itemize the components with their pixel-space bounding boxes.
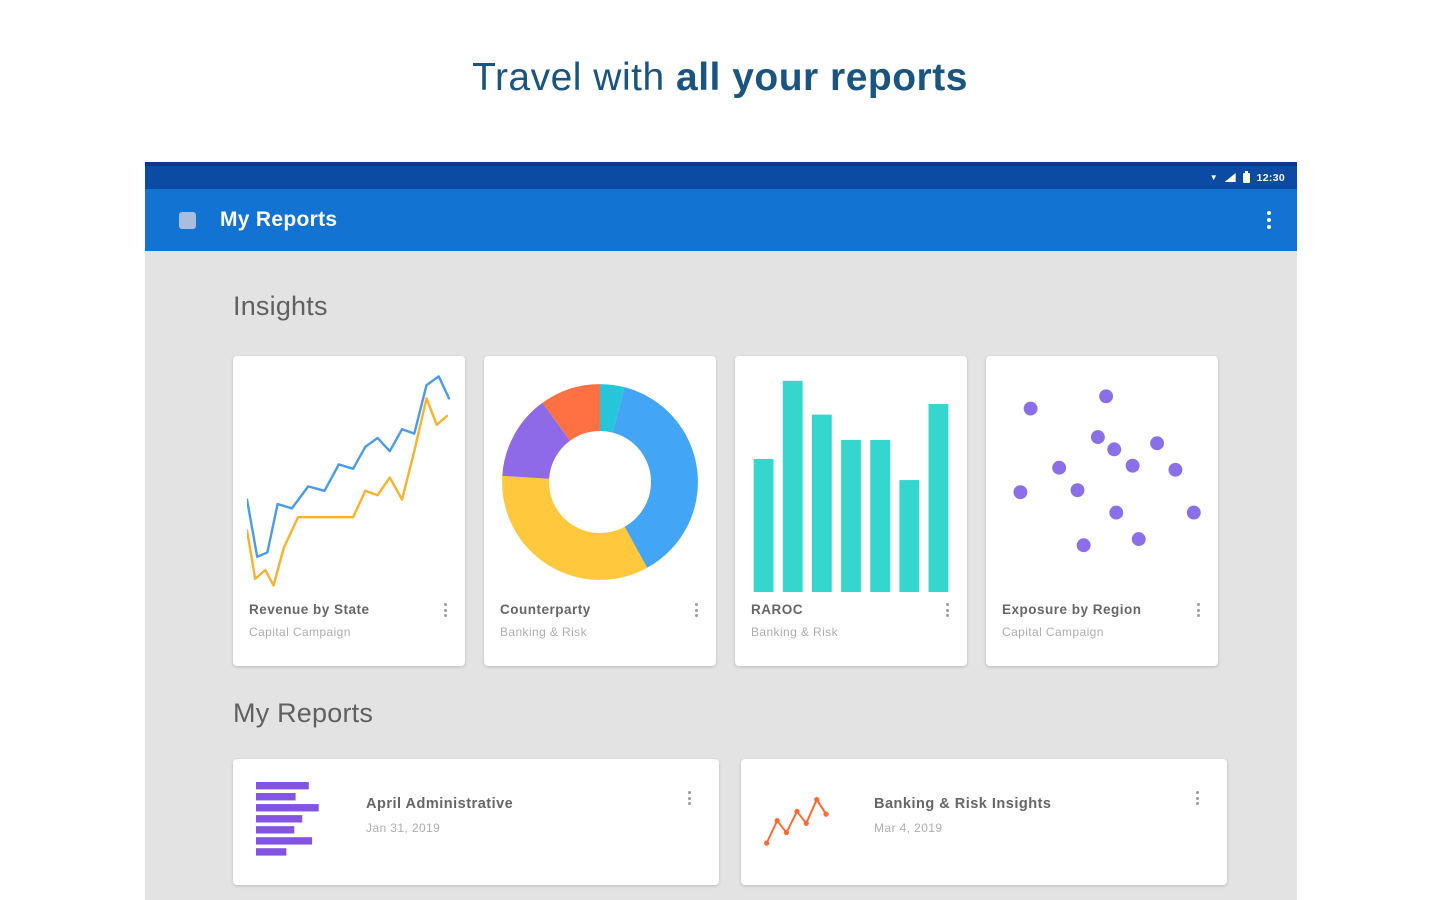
card-counterparty[interactable]: Counterparty Banking & Risk: [484, 356, 716, 666]
page-title-regular: Travel with: [472, 56, 676, 99]
card-subtitle: Banking & Risk: [500, 625, 587, 639]
insights-card-row: Revenue by State Capital Campaign Counte…: [233, 356, 1297, 666]
card-title: Revenue by State: [249, 602, 370, 617]
hbar-chart-icon: [256, 782, 322, 862]
card-title: RAROC: [751, 602, 803, 617]
battery-icon: [1242, 170, 1250, 183]
section-heading-my-reports: My Reports: [233, 698, 374, 728]
page-title-bold: all your reports: [676, 56, 968, 99]
status-bar: ▼ 12:30: [145, 162, 1297, 189]
content-area: Insights Revenue by State Capital Campai…: [145, 291, 1297, 885]
card-overflow-icon[interactable]: [442, 602, 449, 618]
app-bar: My Reports: [145, 189, 1297, 251]
report-card-april-administrative[interactable]: April Administrative Jan 31, 2019: [233, 759, 719, 885]
overflow-menu-icon[interactable]: [1263, 207, 1275, 233]
reports-card-row: April Administrative Jan 31, 2019 Bankin…: [233, 759, 1297, 885]
card-overflow-icon[interactable]: [1195, 602, 1202, 618]
report-date: Mar 4, 2019: [874, 820, 943, 835]
card-subtitle: Capital Campaign: [1002, 625, 1104, 639]
card-title: Exposure by Region: [1002, 602, 1142, 617]
app-screenshot: ▼ 12:30 My Reports Insights Revenue by S…: [145, 162, 1297, 900]
report-title: Banking & Risk Insights: [874, 795, 1052, 812]
report-overflow-icon[interactable]: [684, 787, 695, 809]
status-time: 12:30: [1256, 171, 1285, 184]
line-chart: [247, 372, 451, 592]
donut-chart: [498, 372, 702, 592]
card-raroc[interactable]: RAROC Banking & Risk: [735, 356, 967, 666]
card-subtitle: Banking & Risk: [751, 625, 838, 639]
report-title: April Administrative: [366, 795, 514, 812]
card-exposure-by-region[interactable]: Exposure by Region Capital Campaign: [986, 356, 1218, 666]
network-arrow-icon: ▼: [1209, 172, 1218, 182]
sparkline-chart-icon: [764, 782, 830, 862]
page-title: Travel with all your reports: [0, 56, 1440, 100]
app-bar-title: My Reports: [220, 208, 338, 231]
card-overflow-icon[interactable]: [693, 602, 700, 618]
report-date: Jan 31, 2019: [366, 820, 441, 835]
card-subtitle: Capital Campaign: [249, 625, 351, 639]
section-heading-insights: Insights: [233, 291, 328, 321]
card-title: Counterparty: [500, 602, 591, 617]
card-overflow-icon[interactable]: [944, 602, 951, 618]
menu-icon[interactable]: [179, 211, 196, 229]
card-revenue-by-state[interactable]: Revenue by State Capital Campaign: [233, 356, 465, 666]
scatter-chart: [1000, 372, 1204, 592]
report-card-banking-risk-insights[interactable]: Banking & Risk Insights Mar 4, 2019: [741, 759, 1227, 885]
report-overflow-icon[interactable]: [1192, 787, 1203, 809]
signal-icon: [1224, 173, 1236, 182]
bar-chart: [749, 372, 953, 592]
